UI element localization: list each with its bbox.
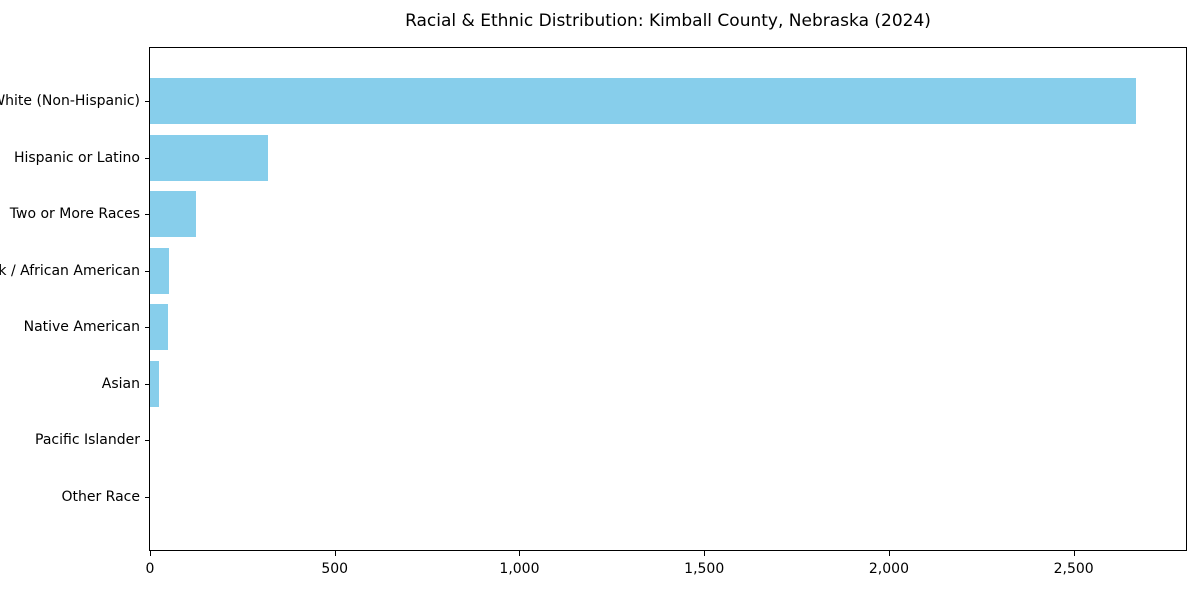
x-tick-label: 2,500 (1053, 561, 1094, 577)
category-label: Asian (101, 375, 140, 392)
x-tick-label: 1,500 (684, 561, 725, 577)
bar-rows-container: White (Non-Hispanic) Hispanic or Latino Tw… (0, 48, 1186, 550)
bar-row: Other Race (61, 469, 1186, 526)
x-tick-label: 500 (321, 561, 349, 577)
y-tick-mark (145, 327, 149, 329)
x-tick-mark (519, 551, 521, 556)
bar (150, 247, 170, 294)
x-tick-label: 2,000 (868, 561, 909, 577)
bar-row: Two or More Races (10, 186, 1186, 243)
category-label: Hispanic or Latino (13, 149, 140, 166)
y-tick-mark (145, 270, 149, 272)
bar-row: Native American (24, 299, 1186, 356)
y-tick-mark (145, 214, 149, 216)
x-tick-mark (888, 551, 890, 556)
x-tick-mark (1073, 551, 1075, 556)
chart-title: Racial & Ethnic Distribution: Kimball Co… (405, 11, 931, 31)
bar (150, 134, 269, 181)
x-tick-label: 0 (145, 561, 155, 577)
bar (150, 304, 169, 351)
bar-row: Pacific Islander (35, 412, 1186, 469)
bar-row: White (Non-Hispanic) (0, 73, 1186, 130)
bar (150, 78, 1137, 125)
bar-row: Black / African American (0, 243, 1186, 300)
bar-row: Asian (102, 356, 1186, 413)
y-tick-mark (145, 101, 149, 103)
category-label: Other Race (61, 488, 140, 505)
y-tick-mark (145, 383, 149, 385)
y-tick-mark (145, 157, 149, 159)
category-label: White (Non-Hispanic) (0, 93, 140, 110)
bar (150, 360, 160, 407)
category-label: Pacific Islander (35, 432, 140, 449)
y-tick-mark (145, 440, 149, 442)
category-label: Black / African American (0, 262, 140, 279)
plot-area: White (Non-Hispanic) Hispanic or Latino Tw… (0, 47, 1187, 577)
x-tick-mark (150, 551, 151, 556)
x-tick-mark (334, 551, 336, 556)
bar (150, 191, 197, 238)
y-tick-mark (145, 496, 149, 498)
category-label: Two or More Races (9, 206, 140, 223)
x-tick-label: 1,000 (499, 561, 540, 577)
category-label: Native American (23, 319, 140, 336)
bar-row: Hispanic or Latino (14, 130, 1186, 187)
x-tick-mark (704, 551, 706, 556)
